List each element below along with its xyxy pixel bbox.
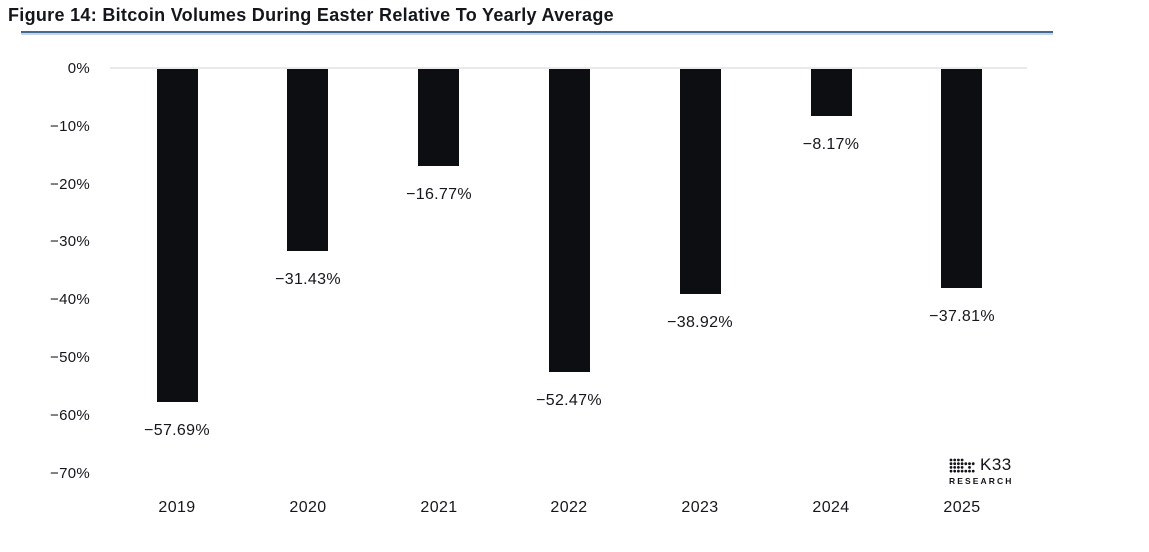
bar-value-label: −16.77% bbox=[406, 186, 472, 203]
bar-value-label: −52.47% bbox=[536, 392, 602, 409]
bar-2025 bbox=[941, 69, 982, 288]
bar-value-label: −37.81% bbox=[929, 308, 995, 325]
y-axis-tick: 0% bbox=[67, 60, 90, 77]
y-axis-tick: −20% bbox=[50, 175, 90, 193]
bar-2024 bbox=[811, 69, 852, 116]
bar-value-label: −57.69% bbox=[144, 422, 210, 439]
k33-research-logo: K33 RESEARCH bbox=[949, 455, 1029, 486]
brand-name: K33 bbox=[980, 455, 1012, 474]
k33-dots-icon bbox=[949, 458, 975, 472]
y-axis-tick: −50% bbox=[50, 349, 90, 366]
bar-2023 bbox=[680, 69, 721, 294]
y-axis-tick: −70% bbox=[50, 464, 90, 482]
y-axis-tick: −10% bbox=[50, 117, 90, 135]
x-axis-label: 2025 bbox=[943, 499, 981, 516]
figure-title: Figure 14: Bitcoin Volumes During Easter… bbox=[8, 5, 614, 25]
y-axis-tick: −40% bbox=[50, 291, 90, 309]
zero-gridline bbox=[110, 67, 1027, 69]
x-axis-label: 2021 bbox=[420, 499, 458, 516]
x-axis-label: 2019 bbox=[158, 499, 196, 516]
x-axis-label: 2022 bbox=[550, 499, 588, 516]
y-axis-tick: −30% bbox=[50, 233, 90, 251]
bar-2022 bbox=[549, 69, 590, 372]
y-axis-tick: −60% bbox=[50, 406, 90, 424]
x-axis-label: 2020 bbox=[289, 499, 327, 516]
x-axis-label: 2023 bbox=[681, 499, 719, 516]
brand-sub: RESEARCH bbox=[949, 476, 1014, 486]
bar-2020 bbox=[287, 69, 328, 251]
bar-value-label: −31.43% bbox=[275, 271, 341, 288]
title-divider bbox=[21, 31, 1053, 33]
x-axis-label: 2024 bbox=[812, 499, 850, 516]
logo-row: K33 bbox=[949, 455, 1029, 475]
bar-value-label: −38.92% bbox=[667, 314, 733, 331]
bar-2019 bbox=[157, 69, 198, 402]
bar-value-label: −8.17% bbox=[802, 136, 860, 153]
bar-2021 bbox=[418, 69, 459, 166]
